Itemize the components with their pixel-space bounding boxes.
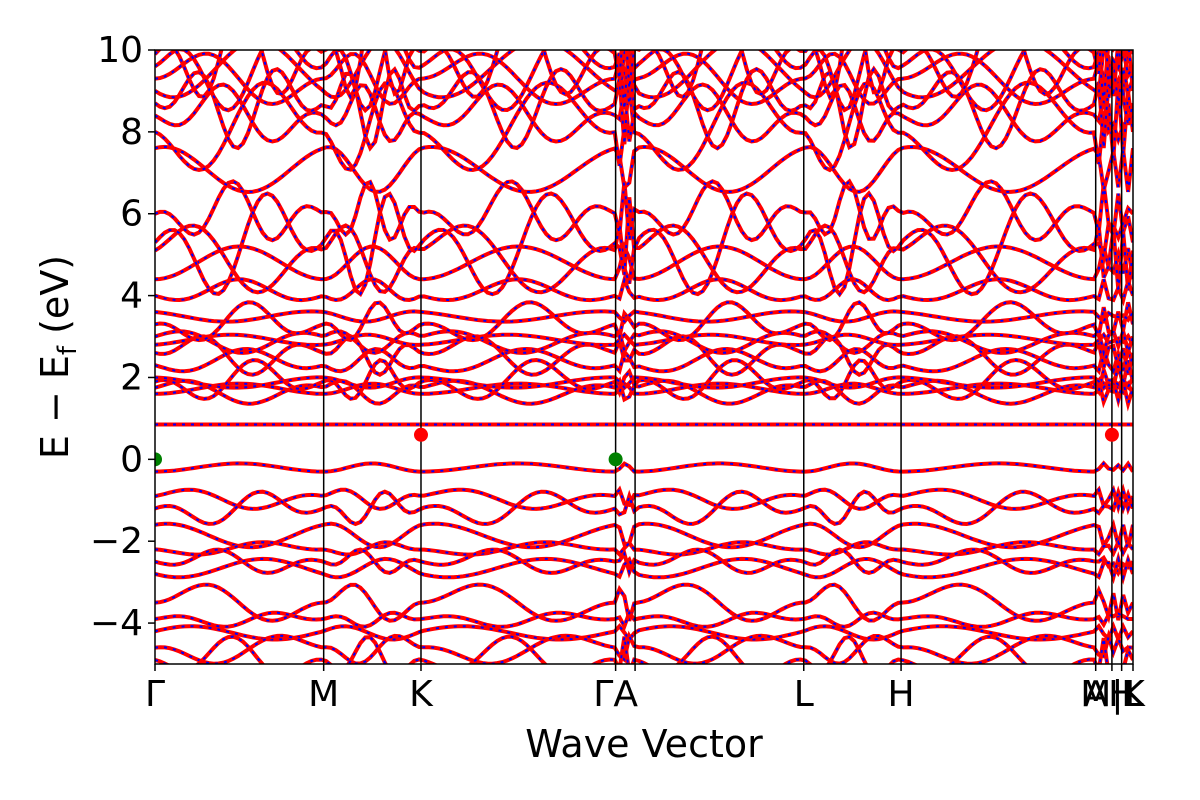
y-tick-label: 0 [120, 439, 143, 480]
band-line-spin-up [155, 144, 1133, 195]
band-line-spin-down [155, 489, 1133, 526]
band-line-spin-up [155, 460, 1133, 474]
band-line-spin-up [155, 331, 1133, 348]
band-edge-markers [155, 427, 1119, 467]
band-line-spin-up [155, 50, 1133, 102]
band-line-spin-down [155, 327, 1133, 357]
band-line-spin-down [155, 461, 1133, 473]
y-tick-label: 8 [120, 112, 143, 153]
band-line-spin-up [155, 547, 1133, 579]
band-line-spin-down [155, 378, 1133, 408]
band-line-spin-down [155, 522, 1133, 549]
y-axis-ticks: 10 8 6 4 2 0 −2 −4 [90, 30, 155, 644]
x-axis-title: Wave Vector [525, 722, 763, 766]
kpoint-label: H [1108, 674, 1135, 715]
kpoint-label: M|L [1080, 674, 1143, 715]
band-line-spin-down [155, 301, 1133, 342]
band-line-spin-up [155, 273, 1133, 307]
band-line-spin-down [155, 191, 1133, 296]
band-line-spin-up [155, 634, 1133, 664]
band-line-spin-up [155, 51, 1133, 107]
y-axis-title-unit: (eV) [33, 255, 77, 346]
band-line-spin-down [155, 50, 1133, 99]
y-tick-label: 6 [120, 194, 143, 235]
band-line-spin-down [155, 50, 1133, 100]
vbm-marker [608, 452, 623, 467]
kpoint-label: K [409, 674, 434, 715]
high-symmetry-lines [322, 50, 1123, 664]
band-line-spin-down [155, 333, 1133, 347]
band-line-spin-down [155, 555, 1133, 582]
kpoint-label: ΓA [593, 674, 638, 715]
band-line-spin-down [155, 179, 1133, 242]
y-axis-title-main: E − E [33, 355, 77, 459]
y-axis-title-subscript: f [53, 345, 83, 355]
band-line-spin-up [155, 582, 1133, 624]
cbm-marker [1104, 427, 1119, 442]
band-line-spin-down [155, 381, 1133, 395]
band-line-spin-up [155, 608, 1133, 632]
band-line-spin-up [155, 537, 1133, 558]
band-line-spin-down [155, 583, 1133, 622]
kpoint-label: A [1083, 674, 1108, 715]
band-line-spin-down [155, 145, 1133, 194]
y-tick-label: 4 [120, 276, 143, 317]
band-line-spin-down [155, 310, 1133, 324]
band-line-spin-down [155, 487, 1133, 512]
band-line-spin-down [155, 276, 1133, 304]
band-line-spin-down [155, 224, 1133, 294]
plot-frame [154, 49, 1134, 665]
kpoint-label: K [1121, 674, 1146, 715]
kpoint-label: L [794, 674, 814, 715]
vbm-marker [155, 452, 162, 467]
band-lines [155, 50, 1133, 664]
band-line-spin-down [155, 83, 1133, 143]
kpoint-label: M [308, 674, 339, 715]
band-line-spin-down [155, 610, 1133, 629]
band-line-spin-down [155, 244, 1133, 281]
y-tick-label: 2 [120, 357, 143, 398]
y-axis-title: E − Ef (eV) [33, 255, 83, 459]
x-axis-ticks: Γ M K ΓA L H AM|LHK [145, 664, 1146, 715]
band-line-spin-down [155, 376, 1133, 390]
band-line-spin-up [155, 518, 1133, 551]
band-line-spin-down [155, 81, 1133, 172]
band-line-spin-up [155, 629, 1133, 664]
band-line-spin-up [155, 621, 1133, 645]
band-line-spin-down [155, 50, 1133, 112]
cbm-marker [413, 427, 428, 442]
kpoint-label: Γ [145, 674, 165, 715]
y-tick-label: 10 [97, 30, 143, 71]
kpoint-label: H [888, 674, 915, 715]
band-line-spin-down [155, 345, 1133, 374]
y-tick-label: −4 [90, 603, 143, 644]
y-tick-label: −2 [90, 521, 143, 562]
